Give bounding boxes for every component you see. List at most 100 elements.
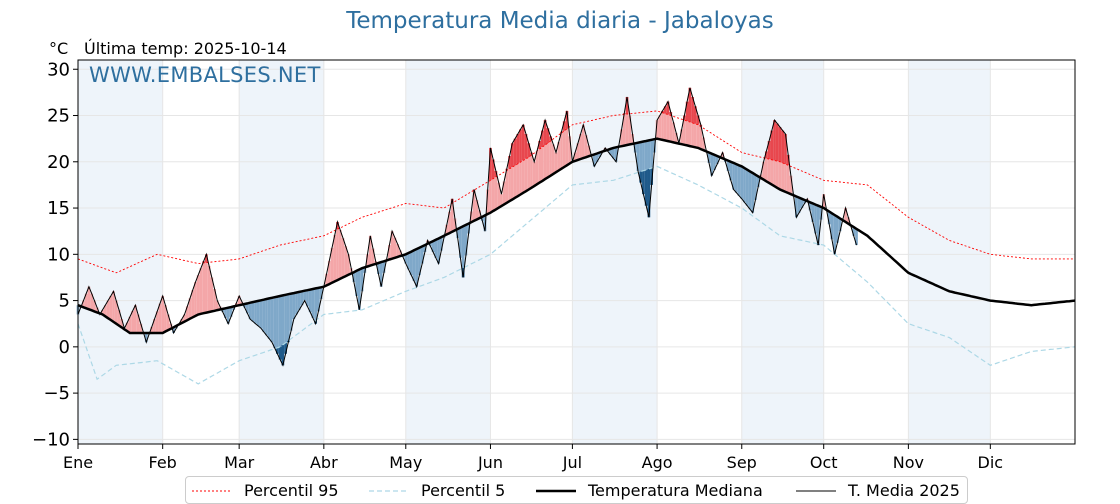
above-median-fill [563,131,566,167]
above-median-fill [669,116,672,142]
below-median-fill [309,290,312,313]
x-tick-label: Feb [149,453,177,472]
y-tick-label: 25 [47,106,70,127]
above-median-fill [514,165,517,197]
x-tick-label: Abr [310,453,338,472]
below-median-fill [413,250,416,281]
below-median-fill [265,299,268,335]
above-median-fill [519,162,522,194]
above-p95-fill [773,120,776,160]
above-median-fill [516,164,519,196]
above-median-fill [686,121,689,145]
above-median-fill [688,122,691,146]
above-median-fill [533,162,536,186]
below-median-fill [271,298,274,342]
above-median-fill [344,246,347,276]
above-median-fill [522,160,525,192]
x-tick-label: Jul [562,453,582,472]
above-median-fill [768,159,771,183]
below-median-fill [260,300,263,328]
above-median-fill [508,169,511,201]
above-median-fill [333,235,336,282]
below-median-fill [262,300,265,332]
above-median-fill [658,116,661,140]
below-median-fill [287,294,290,341]
above-median-fill [489,180,492,212]
last-temp-label: Última temp: [84,39,189,58]
below-median-fill [740,166,743,198]
above-median-fill [342,238,345,277]
y-tick-label: 0 [59,337,70,358]
x-tick-label: Mar [224,453,255,472]
below-median-fill [650,140,653,168]
y-tick-label: 15 [47,198,70,219]
above-median-fill [770,160,773,185]
x-tick-label: Dic [978,453,1004,472]
below-median-fill [257,301,260,326]
y-tick-label: −5 [43,383,70,404]
above-median-fill [664,114,667,141]
above-median-fill [495,177,498,209]
above-p95-fill [776,124,779,162]
x-tick-label: Oct [810,453,838,472]
above-median-fill [555,153,558,173]
above-median-fill [787,165,790,193]
below-median-fill [281,295,284,344]
below-median-fill [303,291,306,301]
y-tick-label: 10 [47,244,70,265]
above-median-fill [765,158,768,181]
below-median-fill [410,252,413,275]
below-median-fill [462,226,465,268]
month-band [572,60,657,444]
above-median-fill [530,155,533,188]
above-median-fill [552,144,555,173]
above-median-fill [339,230,342,279]
below-median-fill [268,298,271,338]
y-tick-label: 30 [47,59,70,80]
above-median-fill [205,263,208,313]
below-median-fill [276,297,279,348]
above-median-fill [691,123,694,147]
x-tick-label: Jun [477,453,503,472]
legend-label-median: Temperatura Mediana [588,481,763,500]
month-band [239,60,324,444]
below-median-fill [645,141,648,170]
below-median-fill [292,293,295,319]
legend-label-current: T. Media 2025 [848,481,960,500]
above-median-fill [626,114,629,145]
below-median-fill [298,292,301,310]
above-median-fill [492,179,495,211]
x-tick-label: Sep [727,453,757,472]
y-tick-label: −10 [32,429,70,450]
below-median-fill [314,288,317,320]
below-median-fill [273,297,276,348]
x-tick-label: May [389,453,422,472]
x-tick-label: Ene [63,453,93,472]
below-median-fill [312,289,315,318]
above-p95-fill [516,134,519,164]
above-p95-fill [514,139,517,166]
below-median-fill [746,170,749,206]
below-median-fill [749,171,752,209]
last-temp-date: 2025-10-14 [194,39,287,58]
last-temp-info: Última temp: 2025-10-14 [84,39,287,58]
below-median-fill [743,168,746,202]
above-median-fill [776,161,779,188]
below-median-fill [735,164,738,193]
above-median-fill [159,304,162,333]
y-tick-label: 5 [59,291,70,312]
above-median-fill [202,263,205,313]
above-median-fill [527,157,530,189]
above-median-fill [667,115,670,142]
above-median-fill [661,113,664,140]
above-median-fill [208,266,211,312]
above-p95-fill [522,125,525,161]
month-band [908,60,990,444]
below-median-fill [284,295,287,343]
y-axis-unit: °C [49,39,68,58]
above-median-fill [773,160,776,186]
x-tick-label: Nov [893,453,924,472]
below-median-fill [639,142,642,171]
month-band [742,60,824,444]
legend-swatch-current [796,488,836,494]
